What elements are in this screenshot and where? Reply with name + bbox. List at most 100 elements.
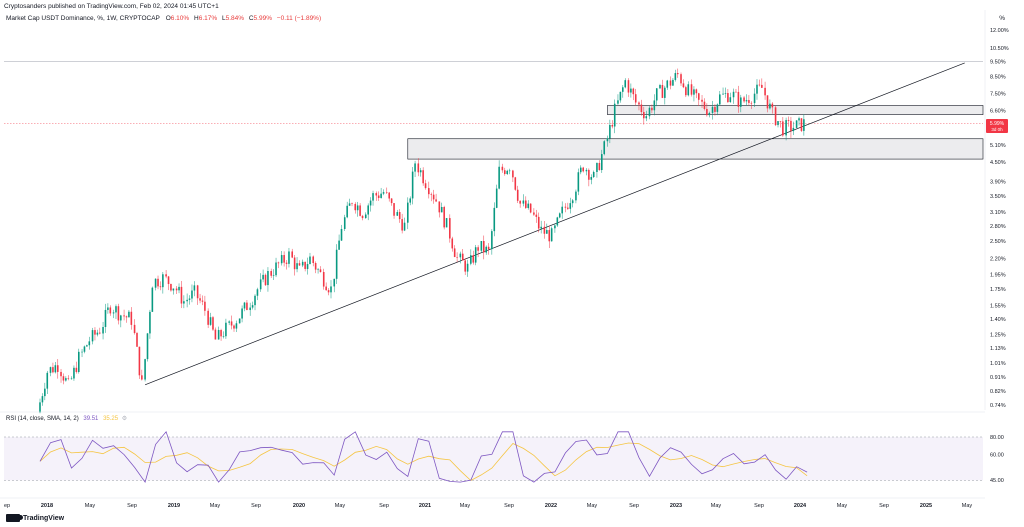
candle-body — [533, 212, 535, 215]
rsi-label[interactable]: RSI (14, close, SMA, 14, 2) — [6, 416, 79, 422]
candle-body — [554, 225, 556, 229]
candle-body — [372, 193, 374, 201]
rsi-tick-label: 80.00 — [990, 435, 1004, 441]
candle-body — [233, 325, 235, 329]
candle-body — [246, 302, 248, 311]
candle-body — [506, 170, 509, 174]
candle-body — [356, 205, 359, 211]
time-tick-label: 2019 — [168, 503, 180, 509]
price-tick-label: 1.75% — [990, 287, 1006, 293]
candle-body — [340, 229, 343, 241]
candle-body — [777, 121, 779, 126]
candle-body — [643, 111, 645, 119]
time-tick-label: May — [711, 503, 722, 509]
candle-body — [377, 195, 380, 198]
symbol-title[interactable]: Market Cap USDT Dominance, %, 1W, CRYPTO… — [6, 15, 160, 22]
candle-body — [737, 91, 740, 107]
symbol-legend: Market Cap USDT Dominance, %, 1W, CRYPTO… — [6, 15, 324, 22]
candle-body — [107, 307, 109, 310]
candle-body — [39, 402, 41, 413]
candle-body — [99, 332, 101, 334]
candle-body — [117, 306, 120, 321]
tradingview-logo[interactable]: TradingView — [6, 514, 64, 522]
candle-body — [603, 141, 606, 155]
candle-body — [136, 333, 138, 347]
candle-body — [154, 278, 157, 288]
candle-body — [459, 253, 462, 258]
time-tick-label: Sep — [504, 503, 514, 509]
candle-body — [67, 378, 70, 379]
candle-body — [519, 200, 521, 204]
candle-body — [701, 99, 703, 102]
candle-body — [617, 100, 619, 104]
price-tick-label: 10.50% — [990, 46, 1009, 52]
candle-body — [178, 286, 180, 291]
candle-body — [262, 274, 264, 280]
ohlc-close-value: 5.99% — [253, 15, 272, 22]
candle-body — [115, 306, 117, 313]
price-tick-label: 3.10% — [990, 210, 1006, 216]
candle-body — [558, 213, 561, 218]
candle-body — [254, 295, 256, 306]
candle-body — [461, 253, 464, 261]
rsi-settings-icon[interactable]: ⚙ — [121, 416, 128, 422]
support-zones — [407, 105, 984, 160]
candle-body — [748, 100, 750, 103]
candle-body — [361, 215, 364, 219]
candle-body — [722, 93, 724, 95]
candle-body — [256, 289, 259, 296]
candle-body — [272, 275, 275, 276]
candle-body — [86, 345, 88, 347]
candle-body — [91, 330, 94, 342]
time-tick-label: May — [837, 503, 848, 509]
candle-body — [512, 170, 514, 178]
candle-body — [627, 80, 630, 93]
candle-body — [630, 88, 632, 93]
candle-body — [501, 166, 504, 171]
candle-body — [199, 298, 201, 301]
candle-body — [354, 203, 357, 211]
candle-body — [785, 120, 787, 136]
time-axis[interactable]: ep 2018 May Sep 2019 May Sep 2020 May Sep 2021 May S… — [4, 503, 973, 509]
time-tick-label: Sep — [629, 503, 639, 509]
candle-body — [648, 107, 651, 117]
candle-body — [56, 365, 59, 372]
candle-body — [338, 240, 340, 250]
candle-body — [60, 371, 62, 377]
candle-body — [470, 255, 472, 264]
candle-body — [157, 278, 159, 287]
support-zone — [407, 138, 984, 160]
rsi-pane[interactable]: 80.00 60.00 45.00 — [0, 411, 1004, 499]
price-tick-label: 7.50% — [990, 91, 1006, 97]
candle-body — [422, 170, 424, 184]
candle-body — [540, 226, 542, 229]
candle-body — [54, 365, 57, 373]
candle-body — [283, 255, 285, 263]
time-tick-label: 2022 — [545, 503, 557, 509]
candle-body — [498, 166, 500, 189]
time-tick-label: 2018 — [41, 503, 53, 509]
candle-body — [697, 93, 700, 100]
candle-body — [435, 199, 437, 202]
price-axis[interactable]: 12.00% 10.50% 9.50% 8.50% 7.50% 6.60% 5.10% 4.5… — [984, 10, 1009, 410]
candle-body — [514, 177, 517, 190]
candle-body — [719, 94, 721, 105]
candle-body — [685, 87, 687, 96]
candle-body — [120, 315, 122, 321]
time-tick-label: 2025 — [920, 503, 932, 509]
candle-body — [592, 171, 595, 178]
candle-body — [766, 95, 769, 109]
ohlc-open-key: O — [165, 15, 171, 22]
rsi-sma-value: 35.25 — [103, 416, 119, 422]
candle-body — [645, 116, 648, 119]
candle-body — [585, 169, 588, 172]
ohlc-high-key: H — [194, 15, 199, 22]
candle-body — [243, 302, 246, 309]
candle-body — [70, 378, 73, 380]
tradingview-icon — [6, 514, 23, 522]
candle-body — [296, 263, 298, 270]
time-tick-label: May — [587, 503, 598, 509]
candle-body — [180, 286, 183, 304]
candle-body — [508, 170, 511, 172]
